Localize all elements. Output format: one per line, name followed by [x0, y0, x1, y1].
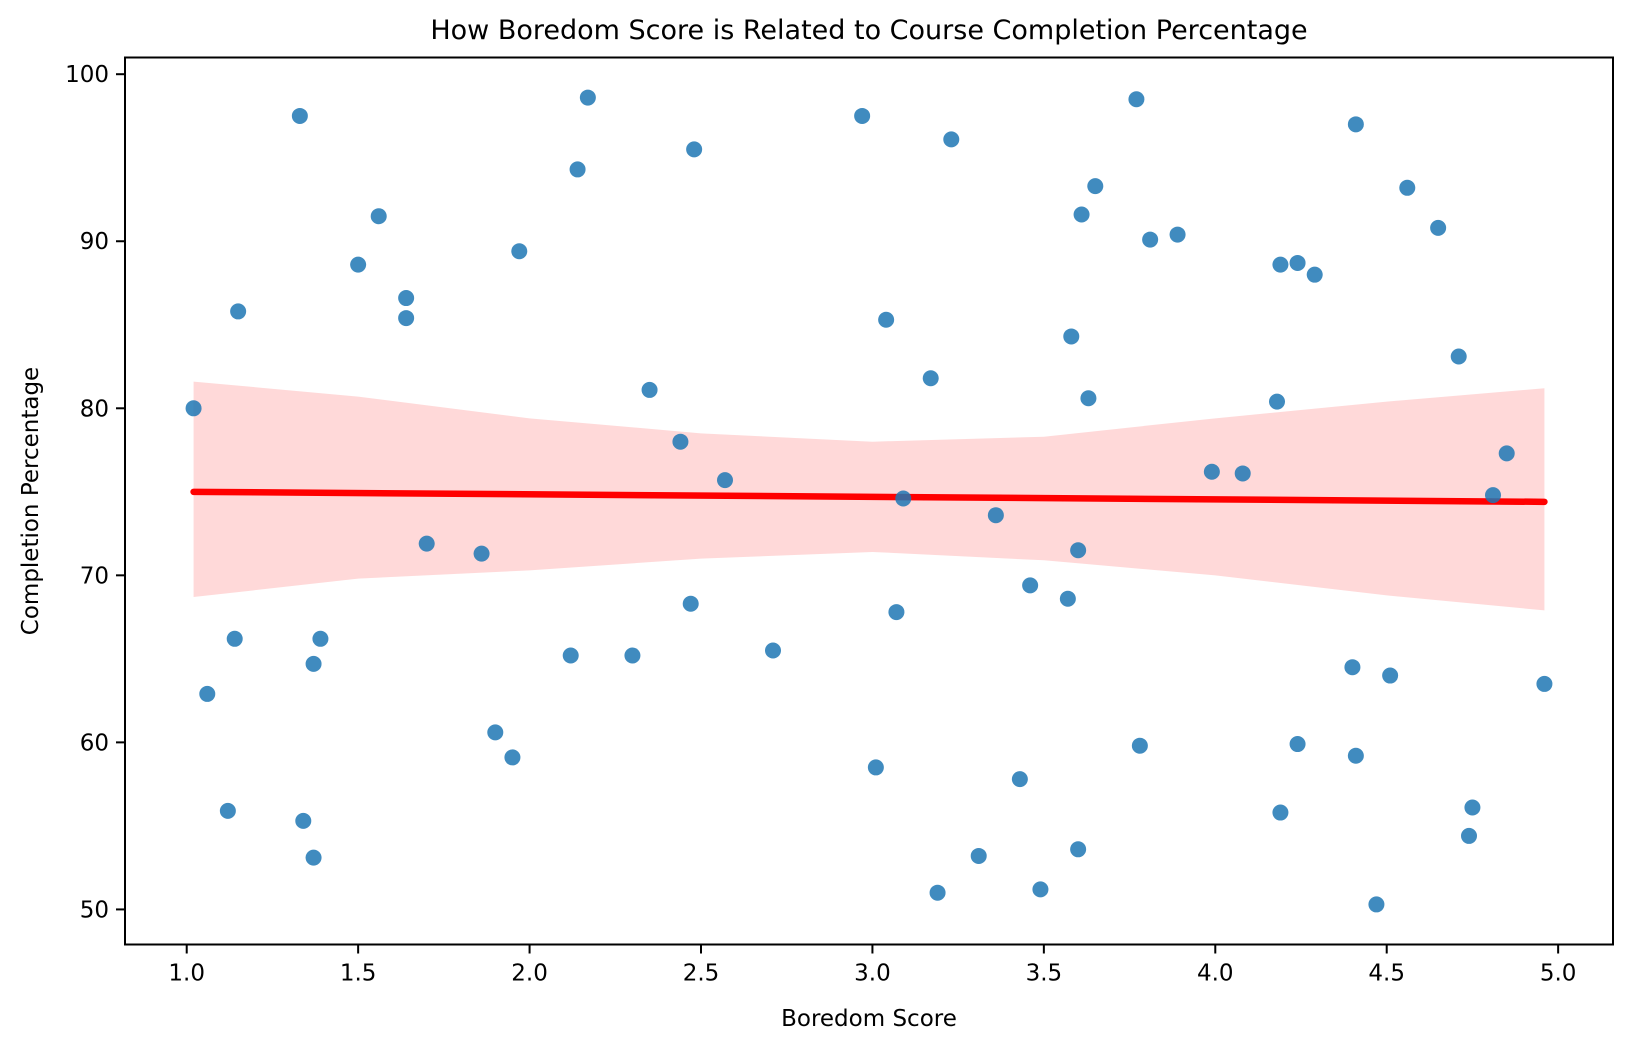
data-point	[1070, 841, 1087, 858]
data-point	[1142, 231, 1159, 248]
data-point	[987, 507, 1004, 524]
data-point	[943, 131, 960, 148]
data-point	[1073, 206, 1090, 223]
data-point	[185, 400, 202, 417]
data-point	[1011, 771, 1028, 788]
data-point	[922, 370, 939, 387]
data-point	[1289, 254, 1306, 271]
y-tick-label: 100	[65, 62, 109, 88]
data-point	[1059, 590, 1076, 607]
data-point	[895, 490, 912, 507]
data-point	[226, 630, 243, 647]
data-point	[1464, 799, 1481, 816]
data-point	[1128, 91, 1145, 108]
data-point	[305, 849, 322, 866]
data-point	[1131, 737, 1148, 754]
y-tick-label: 70	[80, 563, 109, 589]
data-point	[350, 256, 367, 273]
data-point	[579, 89, 596, 106]
data-point	[1485, 487, 1501, 504]
data-point	[672, 433, 689, 450]
data-point	[1272, 256, 1289, 273]
data-point	[929, 884, 946, 901]
data-point	[219, 802, 236, 819]
regression-line-layer	[190, 488, 1548, 506]
data-point	[1344, 659, 1361, 676]
data-point	[1022, 577, 1039, 594]
data-point	[1347, 747, 1364, 764]
data-point	[473, 545, 490, 562]
data-point	[1269, 393, 1285, 410]
x-axis-label: Boredom Score	[781, 1006, 957, 1032]
data-point	[970, 847, 987, 864]
data-point	[1306, 266, 1323, 283]
data-point	[1498, 445, 1515, 462]
x-tick-label: 4.5	[1368, 961, 1405, 987]
data-point	[504, 749, 521, 766]
data-point	[1450, 348, 1467, 365]
data-point	[765, 642, 781, 659]
data-point	[398, 310, 415, 327]
axes-layer: 1.0 1.5 2.0 2.5 3.0 3.5 4.0 4.5 5.0 50 60 70 80 90 100	[65, 56, 1614, 987]
data-point	[641, 381, 658, 398]
regression-line	[190, 488, 1548, 506]
data-point	[1063, 328, 1080, 345]
data-point	[370, 208, 387, 225]
data-point	[1368, 896, 1385, 913]
x-tick-label: 2.5	[683, 961, 720, 987]
data-point	[1087, 178, 1104, 195]
y-tick-label: 50	[80, 897, 109, 923]
data-point	[562, 647, 579, 664]
data-point	[1203, 463, 1220, 480]
data-point	[305, 655, 322, 672]
data-point	[312, 630, 329, 647]
y-tick-label: 90	[80, 229, 109, 255]
data-point	[1289, 736, 1306, 753]
chart-title: How Boredom Score is Related to Course C…	[430, 15, 1307, 46]
data-point	[1070, 542, 1087, 559]
y-tick-label: 80	[80, 396, 109, 422]
x-tick-label: 2.0	[511, 961, 548, 987]
data-point	[295, 812, 312, 829]
data-point	[878, 311, 895, 328]
data-point	[1234, 465, 1251, 482]
data-point	[199, 685, 216, 702]
data-point	[888, 604, 905, 621]
x-tick-label: 3.0	[854, 961, 891, 987]
x-tick-label: 1.0	[168, 961, 205, 987]
data-point	[624, 647, 641, 664]
data-point	[230, 303, 247, 320]
data-point	[1347, 116, 1364, 133]
data-point	[1461, 827, 1477, 844]
scatter-points-layer	[185, 89, 1553, 913]
data-point	[1430, 219, 1447, 236]
data-point	[717, 472, 733, 489]
data-point	[418, 535, 435, 552]
data-point	[686, 141, 703, 158]
y-axis-label: Completion Percentage	[18, 367, 44, 635]
data-point	[1032, 881, 1049, 898]
data-point	[1536, 675, 1553, 692]
x-tick-label: 3.5	[1026, 961, 1063, 987]
x-tick-label: 1.5	[340, 961, 377, 987]
plot-border	[124, 56, 1614, 946]
data-point	[1272, 804, 1289, 821]
data-point	[398, 290, 415, 307]
data-point	[487, 724, 504, 741]
data-point	[1382, 667, 1399, 684]
data-point	[511, 243, 528, 260]
data-point	[854, 107, 871, 124]
x-tick-label: 4.0	[1197, 961, 1234, 987]
data-point	[1399, 179, 1416, 196]
data-point	[291, 107, 308, 124]
data-point	[1169, 226, 1186, 243]
y-tick-label: 60	[80, 730, 109, 756]
data-point	[682, 595, 699, 612]
x-tick-label: 5.0	[1540, 961, 1577, 987]
data-point	[867, 759, 884, 776]
data-point	[1080, 390, 1097, 407]
data-point	[569, 161, 586, 178]
